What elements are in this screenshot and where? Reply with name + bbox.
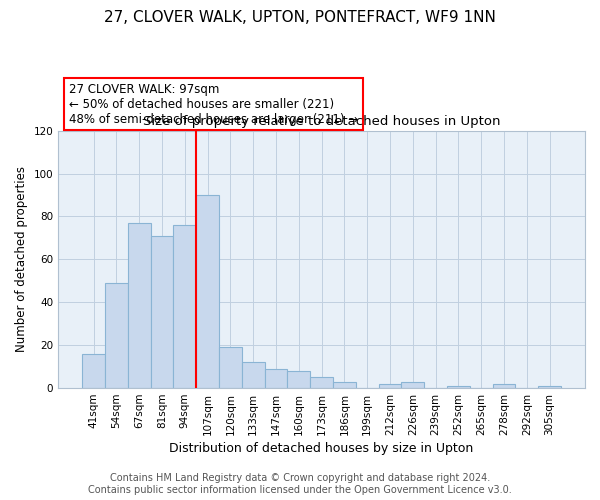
Y-axis label: Number of detached properties: Number of detached properties <box>15 166 28 352</box>
Bar <box>82 354 105 388</box>
Bar <box>287 371 310 388</box>
Title: Size of property relative to detached houses in Upton: Size of property relative to detached ho… <box>143 115 500 128</box>
Bar <box>265 369 287 388</box>
Bar <box>538 386 561 388</box>
Bar <box>128 223 151 388</box>
Text: 27 CLOVER WALK: 97sqm
← 50% of detached houses are smaller (221)
48% of semi-det: 27 CLOVER WALK: 97sqm ← 50% of detached … <box>69 82 358 126</box>
Bar <box>333 382 356 388</box>
Text: 27, CLOVER WALK, UPTON, PONTEFRACT, WF9 1NN: 27, CLOVER WALK, UPTON, PONTEFRACT, WF9 … <box>104 10 496 25</box>
Bar <box>379 384 401 388</box>
Bar <box>447 386 470 388</box>
Bar <box>151 236 173 388</box>
Bar <box>196 195 219 388</box>
Bar <box>219 348 242 388</box>
Bar <box>105 283 128 388</box>
Bar <box>173 225 196 388</box>
Bar <box>493 384 515 388</box>
Bar <box>310 378 333 388</box>
Bar <box>242 362 265 388</box>
Text: Contains HM Land Registry data © Crown copyright and database right 2024.
Contai: Contains HM Land Registry data © Crown c… <box>88 474 512 495</box>
Bar <box>401 382 424 388</box>
X-axis label: Distribution of detached houses by size in Upton: Distribution of detached houses by size … <box>169 442 474 455</box>
